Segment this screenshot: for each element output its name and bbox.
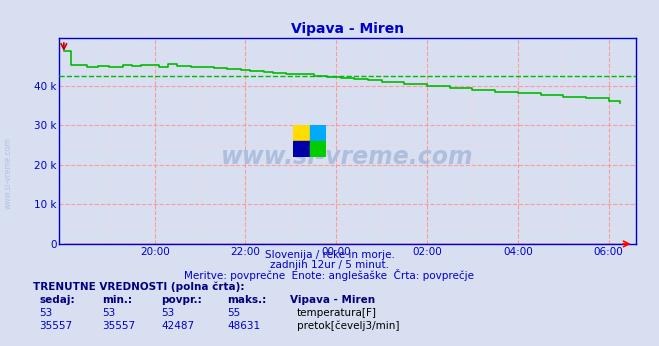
Bar [293,141,310,157]
Text: 53: 53 [40,308,53,318]
Text: Meritve: povprečne  Enote: anglešaške  Črta: povprečje: Meritve: povprečne Enote: anglešaške Črt… [185,268,474,281]
Title: Vipava - Miren: Vipava - Miren [291,21,404,36]
Text: 42487: 42487 [161,321,194,331]
Text: pretok[čevelj3/min]: pretok[čevelj3/min] [297,320,399,331]
Text: sedaj:: sedaj: [40,295,75,305]
Text: Vipava - Miren: Vipava - Miren [290,295,375,305]
Text: 35557: 35557 [102,321,135,331]
Bar [310,141,326,157]
Text: 55: 55 [227,308,241,318]
Text: 53: 53 [102,308,115,318]
Text: maks.:: maks.: [227,295,267,305]
Text: 53: 53 [161,308,175,318]
Text: www.si-vreme.com: www.si-vreme.com [221,145,474,170]
Text: min.:: min.: [102,295,132,305]
Text: www.si-vreme.com: www.si-vreme.com [3,137,13,209]
Bar [310,125,326,141]
Text: 48631: 48631 [227,321,260,331]
Text: zadnjih 12ur / 5 minut.: zadnjih 12ur / 5 minut. [270,260,389,270]
Text: TRENUTNE VREDNOSTI (polna črta):: TRENUTNE VREDNOSTI (polna črta): [33,281,244,292]
Text: temperatura[F]: temperatura[F] [297,308,376,318]
Text: Slovenija / reke in morje.: Slovenija / reke in morje. [264,250,395,260]
Text: povpr.:: povpr.: [161,295,202,305]
Bar [293,125,310,141]
Text: 35557: 35557 [40,321,72,331]
